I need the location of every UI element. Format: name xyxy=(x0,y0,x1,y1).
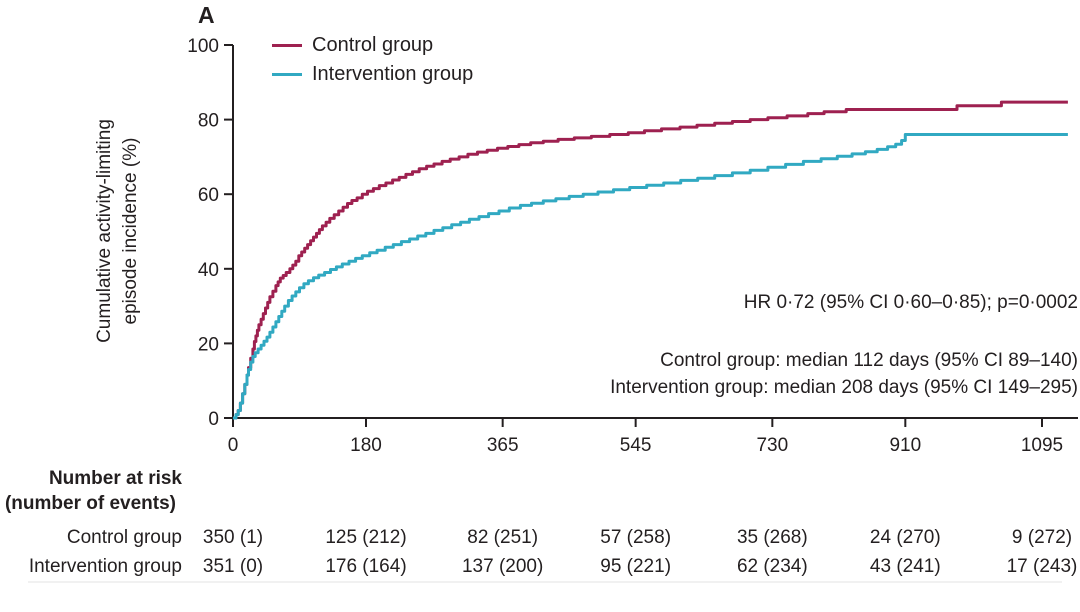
risk-cell: 43 (241) xyxy=(869,556,941,577)
x-tick-label: 180 xyxy=(350,435,382,456)
risk-row-label-intervention: Intervention group xyxy=(28,556,182,577)
risk-cell: 9 (272) xyxy=(1011,527,1073,548)
risk-cell: 35 (268) xyxy=(736,527,808,548)
km-curve-control xyxy=(233,100,1068,420)
x-tick-label: 545 xyxy=(620,435,652,456)
risk-cell: 125 (212) xyxy=(325,527,407,548)
control-line-swatch xyxy=(272,44,302,47)
risk-cell: 62 (234) xyxy=(736,556,808,577)
risk-cell: 137 (200) xyxy=(461,556,544,577)
y-tick-label: 40 xyxy=(198,260,219,281)
x-tick-label: 365 xyxy=(487,435,519,456)
control-median-annotation: Control group: median 112 days (95% CI 8… xyxy=(660,350,1078,371)
legend-item-control: Control group xyxy=(272,31,473,60)
x-tick-label: 0 xyxy=(228,435,239,456)
risk-cell: 57 (258) xyxy=(600,527,672,548)
y-tick-label: 100 xyxy=(187,36,219,57)
y-tick-label: 0 xyxy=(208,409,219,430)
intervention-median-annotation: Intervention group: median 208 days (95%… xyxy=(610,377,1078,398)
risk-table-header-line2: (number of events) xyxy=(4,493,176,514)
intervention-line-swatch xyxy=(272,73,302,76)
y-tick-label: 80 xyxy=(198,111,219,132)
risk-cell: 24 (270) xyxy=(869,527,941,548)
risk-cell: 17 (243) xyxy=(1006,556,1078,577)
risk-table-header-line1: Number at risk xyxy=(48,468,182,489)
risk-cell: 350 (1) xyxy=(202,527,264,548)
risk-row-label-control: Control group xyxy=(66,527,182,548)
bottom-divider xyxy=(28,581,1062,583)
legend-label-intervention: Intervention group xyxy=(312,63,474,85)
legend: Control group Intervention group xyxy=(272,31,473,89)
legend-label-control: Control group xyxy=(312,34,434,56)
y-tick-label: 20 xyxy=(198,334,219,355)
km-curve-intervention xyxy=(233,133,1068,420)
x-tick-label: 730 xyxy=(756,435,788,456)
risk-cell: 82 (251) xyxy=(467,527,539,548)
hazard-ratio-annotation: HR 0·72 (95% CI 0·60–0·85); p=0·0002 xyxy=(743,292,1078,313)
panel-label: A xyxy=(198,2,215,28)
legend-item-intervention: Intervention group xyxy=(272,60,473,89)
risk-cell: 176 (164) xyxy=(325,556,407,577)
risk-cell: 351 (0) xyxy=(202,556,264,577)
risk-cell: 95 (221) xyxy=(600,556,672,577)
x-tick-label: 1095 xyxy=(1021,435,1063,456)
x-tick-label: 910 xyxy=(889,435,921,456)
y-tick-label: 60 xyxy=(198,185,219,206)
